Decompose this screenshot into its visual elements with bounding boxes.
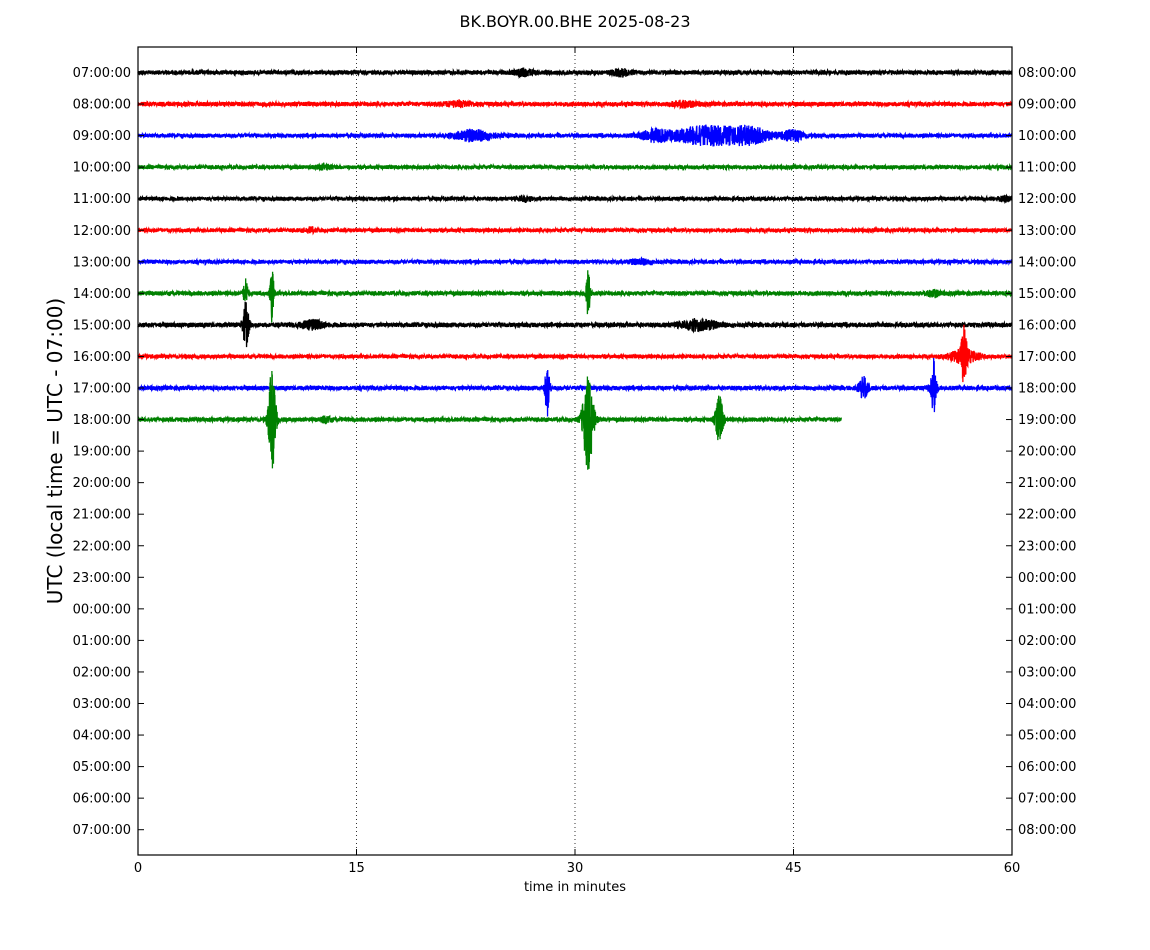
x-tick-label: 45 [785,861,802,876]
x-tick-label: 15 [348,861,365,876]
y-tick-label-left: 01:00:00 [73,634,131,649]
y-tick-label-right: 16:00:00 [1018,318,1076,333]
y-tick-label-left: 19:00:00 [73,445,131,460]
y-tick-label-left: 00:00:00 [73,602,131,617]
trace-row-6 [137,256,1013,267]
y-tick-label-right: 11:00:00 [1018,161,1076,176]
y-tick-label-left: 07:00:00 [73,66,131,81]
y-tick-label-right: 17:00:00 [1018,350,1076,365]
y-tick-label-left: 05:00:00 [73,760,131,775]
y-tick-label-right: 03:00:00 [1018,665,1076,680]
y-tick-label-left: 17:00:00 [73,382,131,397]
y-tick-label-left: 09:00:00 [73,129,131,144]
traces-layer [137,67,1013,470]
x-axis-label: time in minutes [524,880,626,895]
y-tick-label-right: 14:00:00 [1018,255,1076,270]
y-tick-label-left: 08:00:00 [73,98,131,113]
y-tick-label-left: 07:00:00 [73,823,131,838]
trace-row-4 [137,193,1013,204]
y-tick-label-left: 16:00:00 [73,350,131,365]
grid-lines [356,47,794,855]
x-tick-label: 60 [1004,861,1021,876]
trace-row-9 [137,324,1013,383]
y-tick-label-right: 08:00:00 [1018,823,1076,838]
chart-title: BK.BOYR.00.BHE 2025-08-23 [459,12,690,31]
trace-row-7 [137,270,1013,323]
y-tick-label-left: 06:00:00 [73,792,131,807]
y-tick-label-left: 10:00:00 [73,161,131,176]
y-tick-label-right: 15:00:00 [1018,287,1076,302]
y-tick-label-right: 07:00:00 [1018,792,1076,807]
y-tick-label-right: 09:00:00 [1018,98,1076,113]
y-tick-label-left: 22:00:00 [73,539,131,554]
trace-row-1 [137,98,1013,110]
y-tick-label-right: 06:00:00 [1018,760,1076,775]
y-tick-label-right: 19:00:00 [1018,413,1076,428]
trace-row-3 [137,162,1013,172]
trace-row-11 [137,371,843,470]
y-tick-label-left: 23:00:00 [73,571,131,586]
x-tick-label: 30 [567,861,584,876]
y-tick-label-left: 13:00:00 [73,255,131,270]
trace-row-8 [137,301,1013,348]
y-tick-label-right: 10:00:00 [1018,129,1076,144]
y-tick-label-left: 04:00:00 [73,729,131,744]
y-tick-label-left: 21:00:00 [73,508,131,523]
y-tick-label-right: 12:00:00 [1018,192,1076,207]
y-tick-label-right: 05:00:00 [1018,729,1076,744]
y-tick-label-left: 14:00:00 [73,287,131,302]
x-tick-label: 0 [134,861,142,876]
y-tick-label-left: 11:00:00 [73,192,131,207]
y-tick-label-right: 02:00:00 [1018,634,1076,649]
y-tick-label-left: 20:00:00 [73,476,131,491]
y-tick-label-left: 18:00:00 [73,413,131,428]
trace-row-2 [137,124,1013,147]
y-tick-label-right: 21:00:00 [1018,476,1076,491]
axes-layer: 0 15 30 45 60 07:00:00 08:00:00 09:00:00 10:00:0… [73,47,1076,876]
trace-row-0 [137,67,1013,79]
y-tick-label-left: 15:00:00 [73,318,131,333]
y-tick-label-right: 01:00:00 [1018,602,1076,617]
trace-row-5 [137,225,1013,236]
y-tick-label-left: 12:00:00 [73,224,131,239]
y-tick-label-right: 18:00:00 [1018,382,1076,397]
y-tick-label-right: 13:00:00 [1018,224,1076,239]
y-tick-label-right: 23:00:00 [1018,539,1076,554]
y-tick-label-right: 00:00:00 [1018,571,1076,586]
trace-row-10 [137,357,1013,417]
y-tick-label-right: 08:00:00 [1018,66,1076,81]
y-tick-label-right: 20:00:00 [1018,445,1076,460]
y-tick-label-left: 02:00:00 [73,665,131,680]
y-tick-label-right: 04:00:00 [1018,697,1076,712]
y-axis-label: UTC (local time = UTC - 07:00) [43,298,67,604]
y-tick-label-right: 22:00:00 [1018,508,1076,523]
y-tick-label-left: 03:00:00 [73,697,131,712]
